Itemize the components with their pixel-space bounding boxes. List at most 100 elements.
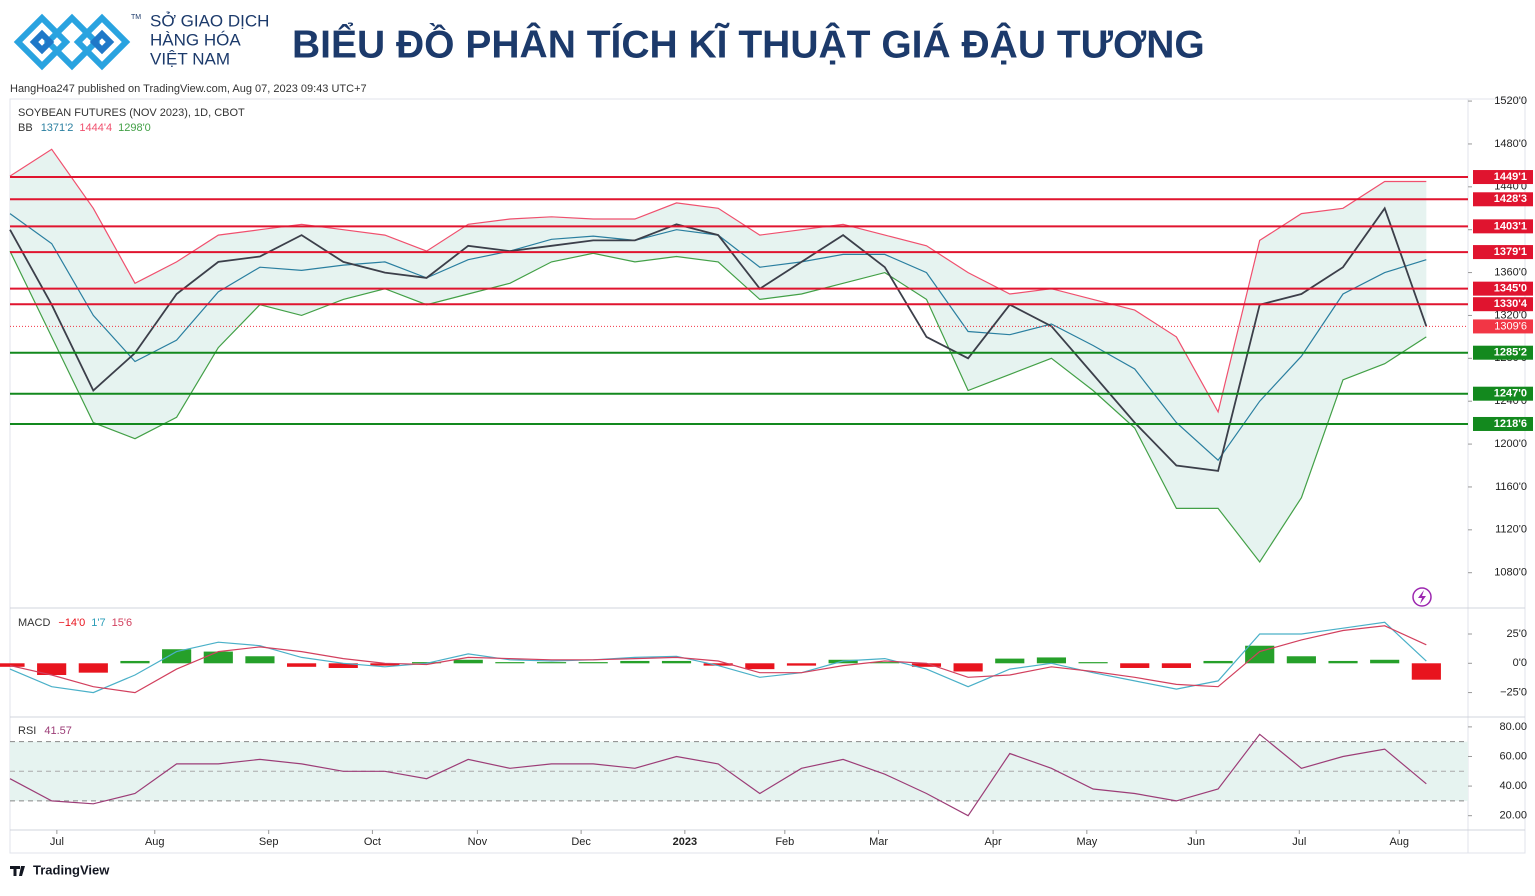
histogram-bar xyxy=(0,663,25,667)
histogram-bar xyxy=(1120,663,1150,668)
level-tag xyxy=(1473,386,1533,401)
legend-value: 1371'2 xyxy=(41,122,74,134)
y-tick-label: 1480'0 xyxy=(1494,138,1527,150)
histogram-bar xyxy=(1328,660,1358,664)
histogram-bar xyxy=(745,663,775,670)
histogram-bar xyxy=(661,660,692,664)
trademark: TM xyxy=(131,14,141,21)
level-label: 1285'2 xyxy=(1494,347,1527,359)
histogram-bar xyxy=(453,659,483,664)
x-tick-label: Apr xyxy=(985,836,1002,848)
level-label: 1403'1 xyxy=(1494,220,1527,232)
level-tag xyxy=(1473,416,1533,431)
level-label: 1428'3 xyxy=(1494,193,1527,205)
published-note: HangHoa247 published on TradingView.com,… xyxy=(10,83,367,95)
x-tick-label: Mar xyxy=(869,836,888,848)
histogram-bar xyxy=(995,658,1025,664)
series-line xyxy=(9,206,1428,472)
series-line xyxy=(9,733,1427,817)
histogram-bar xyxy=(120,660,150,664)
histogram-bar xyxy=(870,662,900,664)
histogram-bar xyxy=(203,651,233,664)
x-tick-label: Aug xyxy=(1389,836,1409,848)
y-tick-label: 40.00 xyxy=(1499,780,1527,792)
histogram-bar xyxy=(1203,660,1233,664)
level-tag xyxy=(1473,219,1533,234)
histogram-bar xyxy=(287,663,317,667)
y-tick-label: 20.00 xyxy=(1499,810,1527,822)
x-tick-label: Aug xyxy=(145,836,165,848)
level-label: 1379'1 xyxy=(1494,246,1527,258)
histogram-bar xyxy=(1286,656,1316,664)
brand-line: HÀNG HÓA xyxy=(150,30,241,49)
x-tick-label: Nov xyxy=(468,836,488,848)
series-line xyxy=(9,148,1427,414)
legend-value: −14'0 xyxy=(58,617,85,629)
legend-label: RSI xyxy=(18,725,36,737)
y-tick-label: 1120'0 xyxy=(1495,524,1527,536)
histogram-bar xyxy=(78,663,108,673)
y-tick-label: 0'0 xyxy=(1513,657,1527,669)
last-price-tag xyxy=(1473,319,1533,334)
level-tag xyxy=(1473,297,1533,312)
chart-title: SOYBEAN FUTURES (NOV 2023), 1D, CBOT xyxy=(18,107,245,119)
histogram-bar xyxy=(1078,662,1108,664)
legend-label: MACD xyxy=(18,617,50,629)
legend-label: BB xyxy=(18,122,33,134)
x-tick-label: Sep xyxy=(259,836,279,848)
level-label: 1345'0 xyxy=(1494,283,1527,295)
histogram-bar xyxy=(786,663,817,666)
legend-value: 41.57 xyxy=(44,725,72,737)
level-label: 1449'1 xyxy=(1494,171,1527,183)
y-tick-label: 25'0 xyxy=(1507,628,1527,640)
alert-icon xyxy=(1412,587,1432,607)
histogram-bar xyxy=(245,656,275,664)
level-tag xyxy=(1473,170,1533,185)
brand-line: VIỆT NAM xyxy=(150,49,230,68)
y-tick-label: 1520'0 xyxy=(1494,95,1527,107)
legend-value: 15'6 xyxy=(112,617,132,629)
y-tick-label: 1160'0 xyxy=(1495,481,1527,493)
legend-value: 1298'0 xyxy=(118,122,151,134)
pane: 25'0 0'0 −25'0 xyxy=(0,621,1527,698)
x-tick-label: Feb xyxy=(775,836,794,848)
series-line xyxy=(9,621,1427,694)
y-tick-label: 1200'0 xyxy=(1494,438,1527,450)
brand-line: SỞ GIAO DỊCH xyxy=(150,11,269,30)
level-tag xyxy=(1473,345,1533,360)
histogram-bar xyxy=(911,663,942,667)
histogram-bar xyxy=(37,663,67,676)
x-tick-label: Dec xyxy=(571,836,591,848)
page-title: BIỂU ĐỒ PHÂN TÍCH KĨ THUẬT GIÁ ĐẬU TƯƠNG xyxy=(292,21,1205,66)
histogram-bar xyxy=(953,663,983,672)
y-tick-label: −25'0 xyxy=(1500,686,1527,698)
y-tick-label: 80.00 xyxy=(1499,721,1527,733)
histogram-bar xyxy=(1370,659,1400,664)
level-label: 1330'4 xyxy=(1494,298,1528,310)
x-tick-label: Jul xyxy=(50,836,64,848)
histogram-bar xyxy=(578,662,608,664)
pane: 80.00 60.00 40.00 20.00 xyxy=(9,721,1527,822)
histogram-bar xyxy=(370,663,400,666)
histogram-bar xyxy=(1036,657,1067,664)
histogram-bar xyxy=(1411,663,1441,680)
y-tick-label: 1080'0 xyxy=(1494,567,1527,579)
histogram-bar xyxy=(536,662,567,664)
footer-logo xyxy=(10,866,25,876)
last-price-label: 1309'6 xyxy=(1494,320,1527,332)
legend-value: 1444'4 xyxy=(79,122,112,134)
y-tick-label: 60.00 xyxy=(1499,750,1527,762)
footer-brand: TradingView xyxy=(33,862,110,877)
x-tick-label: Oct xyxy=(364,836,381,848)
y-tick-label: 1360'0 xyxy=(1494,266,1527,278)
level-tag xyxy=(1473,192,1533,207)
histogram-bar xyxy=(620,660,650,664)
pane: 1520'01480'01440'01400'01360'01320'01280… xyxy=(9,95,1533,579)
level-label: 1247'0 xyxy=(1494,388,1527,400)
histogram-bar xyxy=(703,663,733,666)
y-tick-label: 1320'0 xyxy=(1494,309,1527,321)
histogram-bar xyxy=(1161,663,1191,668)
x-tick-label: Jul xyxy=(1292,836,1306,848)
chart-frame xyxy=(9,98,1526,854)
